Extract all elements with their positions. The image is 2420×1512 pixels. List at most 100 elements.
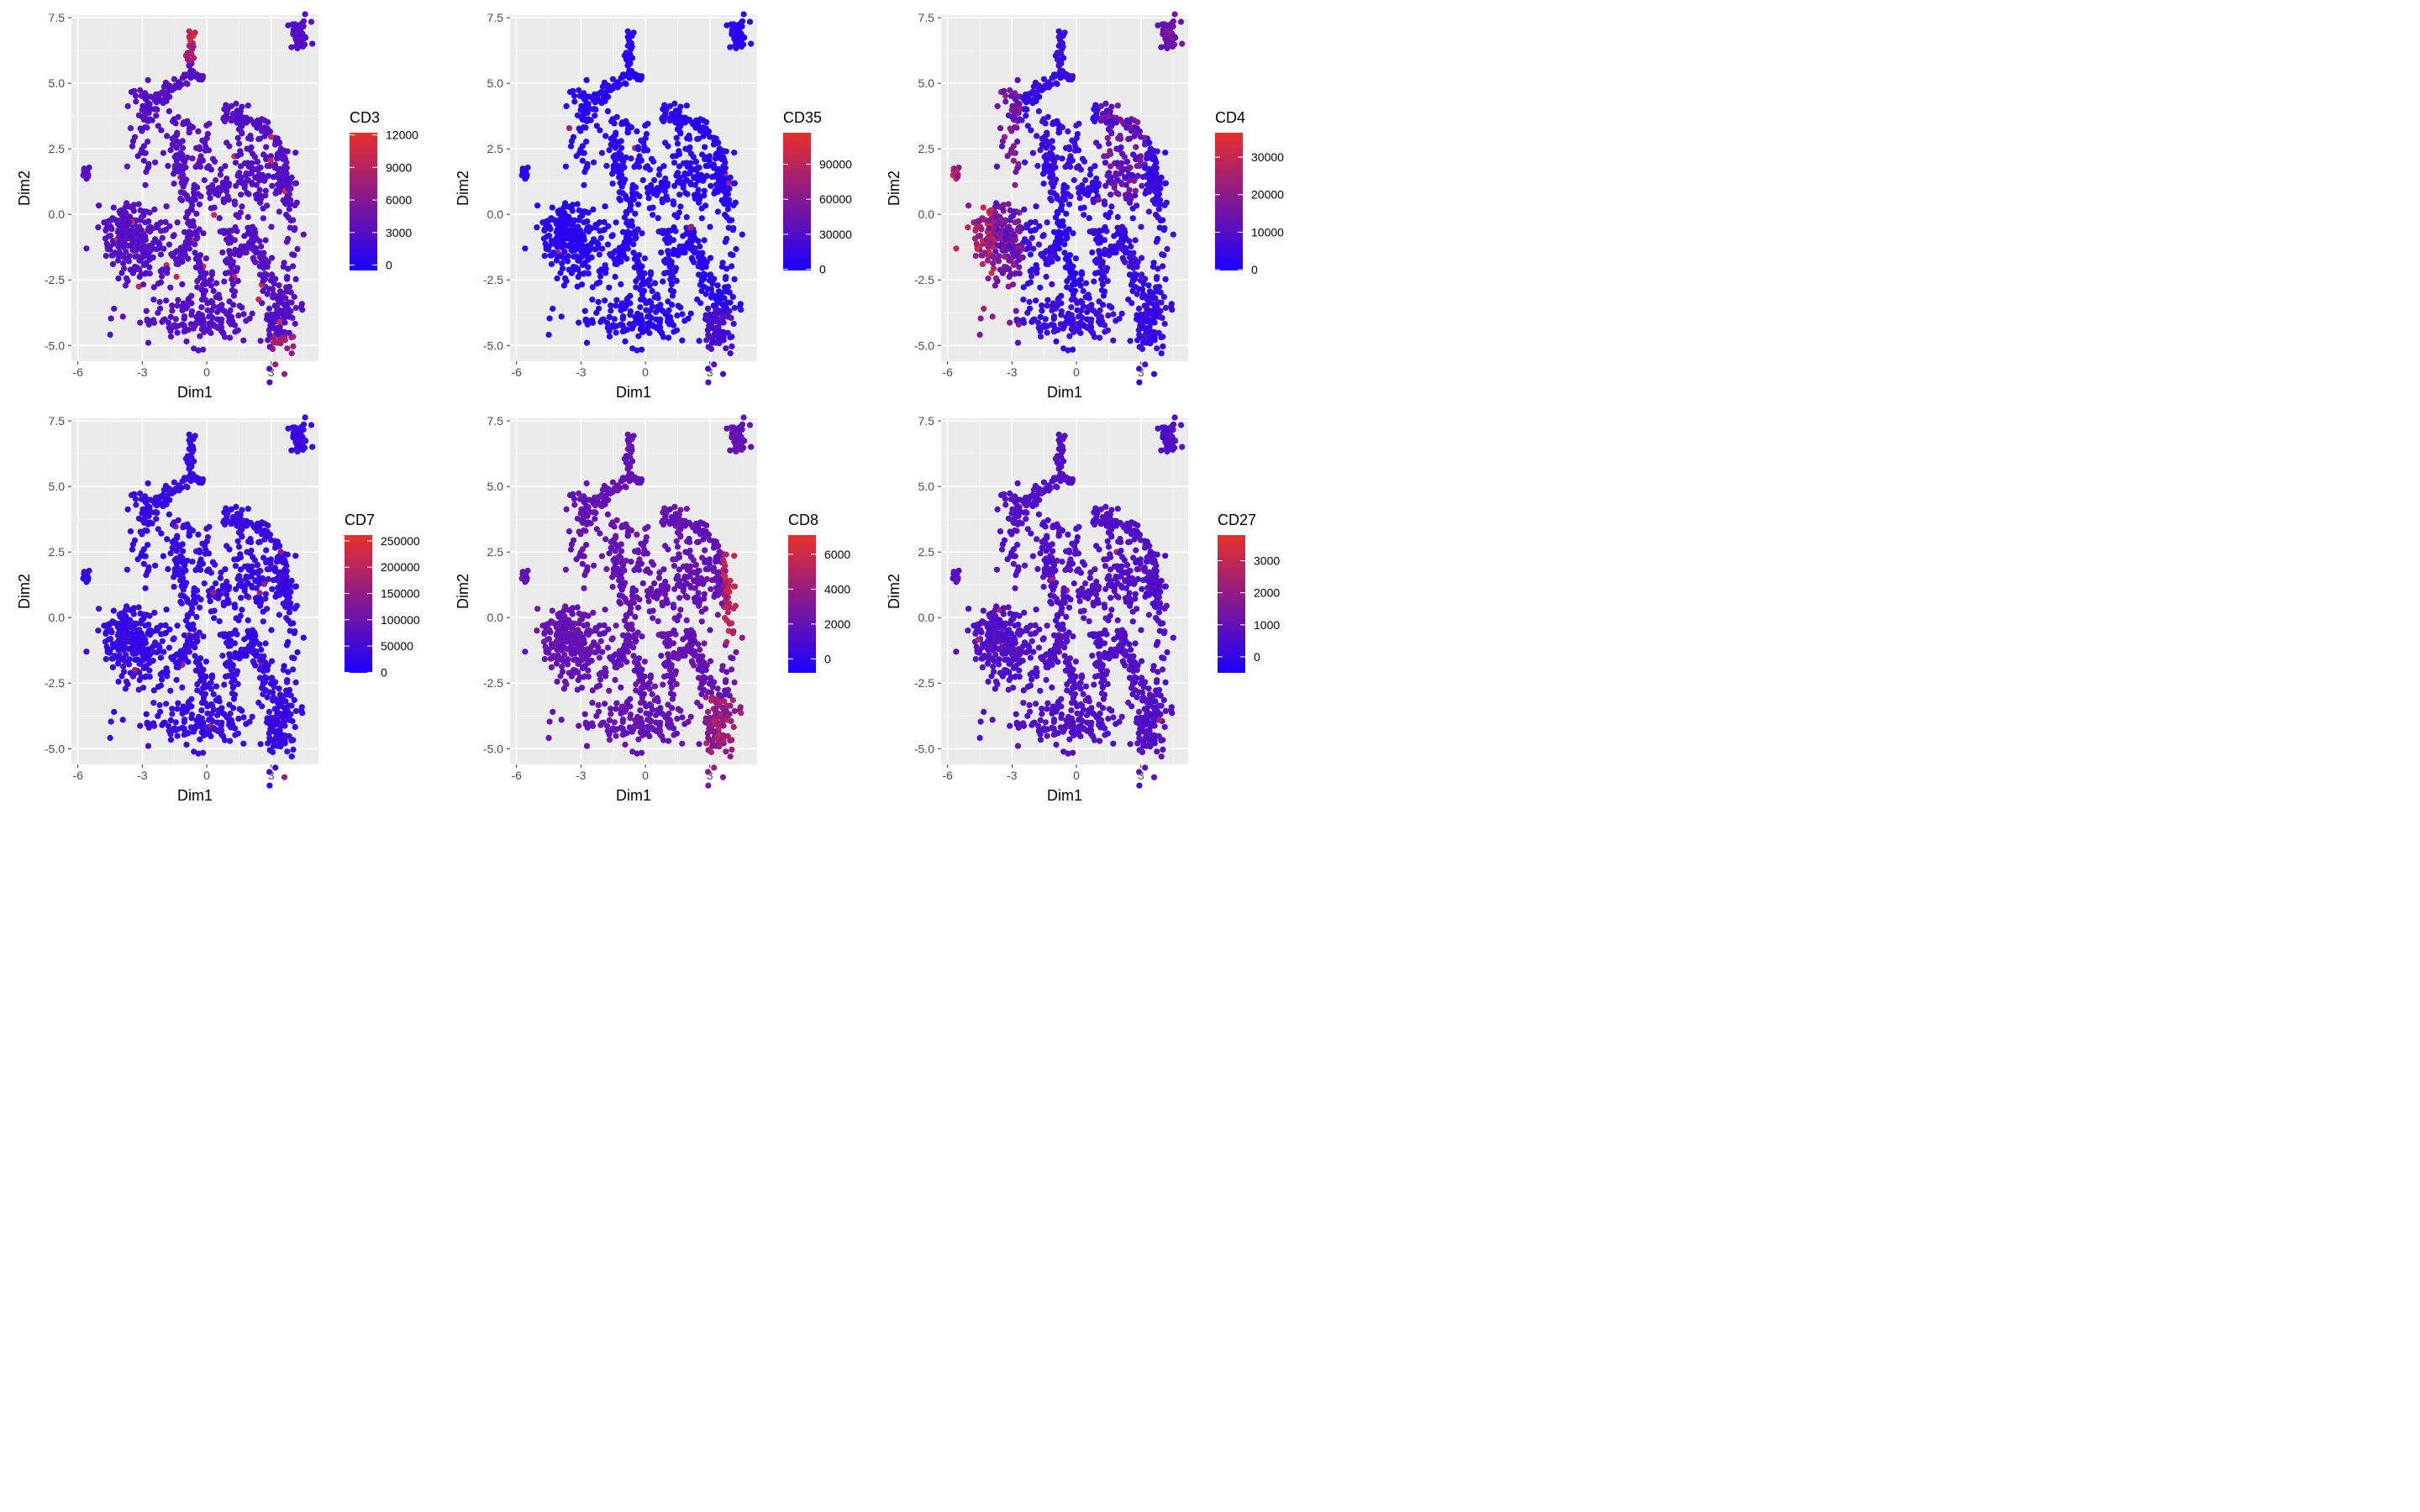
- data-point: [127, 125, 134, 132]
- data-point: [235, 312, 242, 319]
- data-point: [723, 265, 730, 272]
- data-point: [267, 157, 274, 164]
- data-point: [270, 174, 276, 181]
- data-point: [576, 125, 582, 132]
- data-point: [166, 84, 172, 91]
- data-point: [955, 173, 961, 181]
- data-point: [231, 725, 239, 732]
- data-point: [1068, 312, 1075, 318]
- data-point: [1028, 127, 1034, 134]
- data-point: [275, 306, 281, 312]
- data-point: [262, 187, 269, 194]
- data-point: [213, 280, 220, 286]
- data-point: [578, 249, 585, 255]
- data-point: [226, 315, 233, 322]
- data-point: [237, 163, 245, 170]
- data-point: [1018, 255, 1025, 261]
- data-point: [628, 45, 634, 53]
- data-point: [285, 22, 292, 29]
- data-point: [270, 294, 276, 301]
- data-point: [1053, 338, 1060, 345]
- data-point: [619, 119, 626, 126]
- data-point: [290, 737, 297, 743]
- data-point: [720, 169, 727, 176]
- data-point: [264, 566, 271, 573]
- data-point: [1094, 181, 1101, 187]
- data-point: [1132, 187, 1139, 194]
- y-tick-label: -2.5: [45, 676, 65, 690]
- data-point: [85, 173, 92, 181]
- data-point: [708, 275, 714, 281]
- data-point: [674, 171, 681, 177]
- data-point: [695, 186, 702, 193]
- data-point: [578, 281, 586, 288]
- data-point: [1028, 273, 1035, 280]
- data-point: [132, 253, 139, 260]
- data-point: [1133, 144, 1139, 150]
- data-point: [294, 45, 301, 52]
- data-point: [608, 307, 614, 314]
- data-point: [1007, 319, 1013, 326]
- data-point: [261, 270, 268, 277]
- data-point: [197, 736, 203, 743]
- data-point: [167, 284, 174, 291]
- data-point: [999, 246, 1006, 254]
- data-point: [178, 180, 185, 186]
- data-point: [225, 229, 232, 236]
- data-point: [602, 265, 609, 272]
- data-point: [150, 720, 157, 727]
- data-point: [1155, 22, 1161, 29]
- data-point: [681, 172, 688, 179]
- data-point: [601, 226, 608, 233]
- data-point: [690, 165, 697, 173]
- data-point: [158, 631, 165, 638]
- data-point: [150, 95, 157, 102]
- legend-label: 9000: [386, 160, 412, 174]
- data-point: [283, 212, 290, 218]
- data-point: [1019, 245, 1026, 252]
- data-point: [619, 315, 626, 323]
- data-point: [1034, 265, 1040, 272]
- scatter-points: [950, 11, 1186, 386]
- data-point: [108, 315, 114, 322]
- data-point: [602, 133, 609, 139]
- data-point: [1014, 244, 1021, 250]
- data-point: [1147, 339, 1154, 345]
- legend-label: 0: [819, 263, 826, 276]
- data-point: [665, 248, 671, 255]
- y-tick-label: -2.5: [45, 273, 65, 286]
- data-point: [188, 711, 195, 718]
- data-point: [287, 217, 294, 223]
- data-point: [1129, 215, 1136, 222]
- data-point: [1054, 50, 1060, 56]
- data-point: [595, 91, 602, 97]
- data-point: [673, 277, 680, 284]
- data-point: [1161, 180, 1168, 186]
- data-point: [632, 71, 639, 78]
- data-point: [1118, 224, 1125, 231]
- x-tick-label: 0: [203, 365, 210, 379]
- data-point: [1162, 150, 1169, 156]
- data-point: [522, 245, 529, 252]
- data-point: [697, 243, 703, 250]
- data-point: [145, 724, 152, 731]
- data-point: [562, 200, 569, 207]
- data-point: [281, 722, 288, 729]
- data-point: [232, 246, 239, 254]
- data-point: [593, 281, 601, 287]
- data-point: [256, 135, 263, 142]
- data-point: [281, 704, 287, 711]
- data-point: [1093, 110, 1100, 117]
- data-point: [981, 249, 988, 256]
- data-point: [285, 425, 292, 432]
- data-point: [294, 245, 301, 253]
- data-point: [674, 179, 681, 186]
- data-point: [269, 345, 276, 352]
- data-point: [287, 313, 293, 320]
- data-point: [1066, 146, 1073, 153]
- data-point: [1096, 315, 1102, 322]
- data-point: [1154, 148, 1160, 155]
- data-point: [179, 321, 186, 328]
- data-point: [207, 716, 214, 722]
